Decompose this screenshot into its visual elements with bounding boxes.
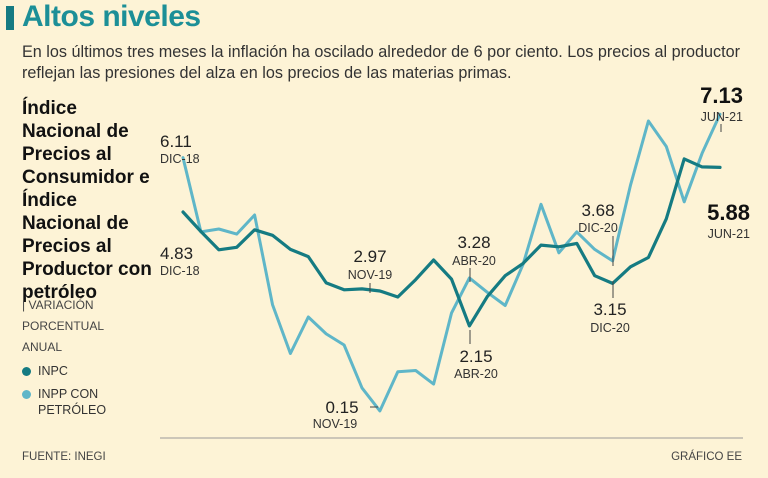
annotation-value: 5.88 [707, 200, 750, 225]
annotation-date: DIC-18 [160, 152, 200, 166]
annotation-date: ABR-20 [452, 254, 496, 268]
title-accent-bar [6, 6, 14, 30]
annotation-date: JUN-21 [708, 227, 750, 241]
annotation-value: 2.97 [353, 247, 386, 266]
legend-unit: | VARIACIÓN PORCENTUAL ANUAL [22, 298, 104, 354]
annotation-value: 3.28 [457, 233, 490, 252]
annotation-value: 2.15 [459, 347, 492, 366]
legend-item-inpp: INPP CON PETRÓLEO [22, 386, 142, 418]
series-layer [181, 112, 722, 413]
annotation-date: DIC-20 [590, 321, 630, 335]
annotation-layer: 6.11DIC-184.83DIC-182.97NOV-190.15NOV-19… [160, 83, 750, 431]
annotation-value: 4.83 [160, 244, 193, 263]
annotation-value: 3.68 [581, 201, 614, 220]
annotation-value: 0.15 [325, 398, 358, 417]
annotation-date: NOV-19 [348, 268, 393, 282]
annotation-date: NOV-19 [313, 417, 358, 431]
legend-item-inpc: INPC [22, 364, 68, 378]
series-line-inpc [181, 157, 722, 328]
annotation-abr-20-inpp: 3.28 ABR-20 [452, 233, 496, 282]
credit-note: GRÁFICO EE [671, 451, 742, 463]
annotation-date: JUN-21 [701, 110, 743, 124]
annotation-dic-20-inpc: 3.15 DIC-20 [590, 281, 630, 335]
legend-marker-inpp [22, 390, 31, 399]
annotation-date: DIC-20 [578, 221, 618, 235]
chart-title: Altos niveles [22, 0, 201, 33]
annotation-date: ABR-20 [454, 367, 498, 381]
legend-marker-inpc [22, 367, 31, 377]
annotation-jun-21-inpc: 5.88 JUN-21 [707, 200, 750, 241]
annotation-value: 3.15 [593, 300, 626, 319]
annotation-nov-19-inpc: 2.97 NOV-19 [348, 247, 393, 293]
annotation-value: 7.13 [700, 83, 743, 108]
chart-subtitle: En los últimos tres meses la inflación h… [22, 43, 741, 82]
series-line-inpp [181, 112, 722, 413]
legend-title: Índice Nacional de Precios al Consumidor… [22, 98, 152, 303]
annotation-jun-21-inpp: 7.13 JUN-21 [700, 83, 743, 132]
legend-label-inpp: INPP CON PETRÓLEO [38, 387, 107, 417]
annotation-value: 6.11 [160, 132, 192, 151]
annotation-date: DIC-18 [160, 264, 200, 278]
source-note: FUENTE: INEGI [22, 451, 106, 463]
legend-label-inpc: INPC [38, 364, 68, 378]
